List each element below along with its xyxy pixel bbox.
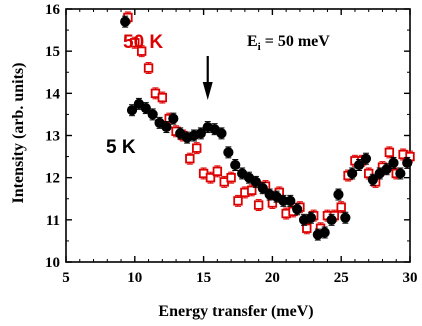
y-tick-label: 11 (46, 213, 60, 229)
data-point (384, 147, 395, 158)
incident-energy-value: = 50 meV (261, 33, 331, 50)
label-50k: 50 K (123, 32, 163, 53)
y-tick-label: 14 (45, 86, 61, 102)
data-point (381, 164, 392, 175)
data-point (168, 113, 179, 124)
data-point (205, 172, 216, 183)
data-point (336, 202, 346, 212)
y-tick-label: 13 (45, 129, 60, 145)
incident-energy-symbol: E (247, 33, 258, 50)
data-point (292, 204, 303, 215)
data-point (360, 153, 372, 164)
data-point (402, 157, 413, 169)
data-point (395, 168, 406, 179)
data-point (195, 128, 206, 139)
x-tick-label: 15 (196, 270, 211, 286)
plot-frame (65, 8, 411, 263)
data-point (120, 16, 131, 27)
data-point (130, 38, 140, 48)
y-axis-label: Intensity (arb. units) (10, 63, 27, 204)
label-5k: 5 K (106, 137, 136, 158)
data-point (230, 159, 241, 171)
data-point (223, 147, 234, 158)
arrow-head (202, 82, 213, 100)
data-point (326, 214, 337, 225)
data-point (253, 200, 264, 210)
data-point (333, 189, 344, 200)
data-point (340, 212, 351, 223)
data-point (247, 185, 257, 196)
data-point (161, 121, 172, 133)
data-point (126, 105, 138, 116)
data-point (353, 159, 365, 171)
data-point (367, 174, 378, 185)
data-point (257, 183, 268, 194)
x-tick-label: 30 (403, 270, 418, 286)
data-point (319, 227, 330, 238)
y-tick-label: 12 (45, 171, 60, 187)
data-point (250, 176, 261, 187)
y-tick-label: 16 (45, 2, 61, 18)
incident-energy-subscript: i (258, 41, 261, 53)
data-point (136, 46, 147, 56)
x-axis-label: Energy transfer (meV) (158, 303, 313, 320)
x-tick-label: 5 (62, 270, 70, 286)
data-point (143, 63, 154, 73)
data-point (388, 157, 399, 169)
data-point (140, 102, 151, 114)
data-point (212, 166, 223, 177)
series-5k (120, 15, 413, 241)
x-tick-label: 25 (334, 270, 349, 286)
x-tick-label: 20 (265, 270, 280, 286)
data-point (285, 195, 296, 206)
data-point (185, 153, 195, 164)
data-point (233, 196, 243, 206)
x-tick-label: 10 (127, 270, 142, 286)
data-point (347, 168, 358, 179)
data-point (302, 223, 312, 233)
data-point (226, 172, 236, 183)
incident-energy-label: Ei = 50 meV (247, 33, 330, 53)
y-tick-label: 15 (45, 44, 60, 60)
data-point (305, 212, 317, 223)
y-tick-label: 10 (45, 255, 60, 271)
data-point (147, 109, 158, 120)
data-point (216, 128, 227, 139)
data-point (157, 92, 168, 103)
data-point (192, 143, 202, 153)
